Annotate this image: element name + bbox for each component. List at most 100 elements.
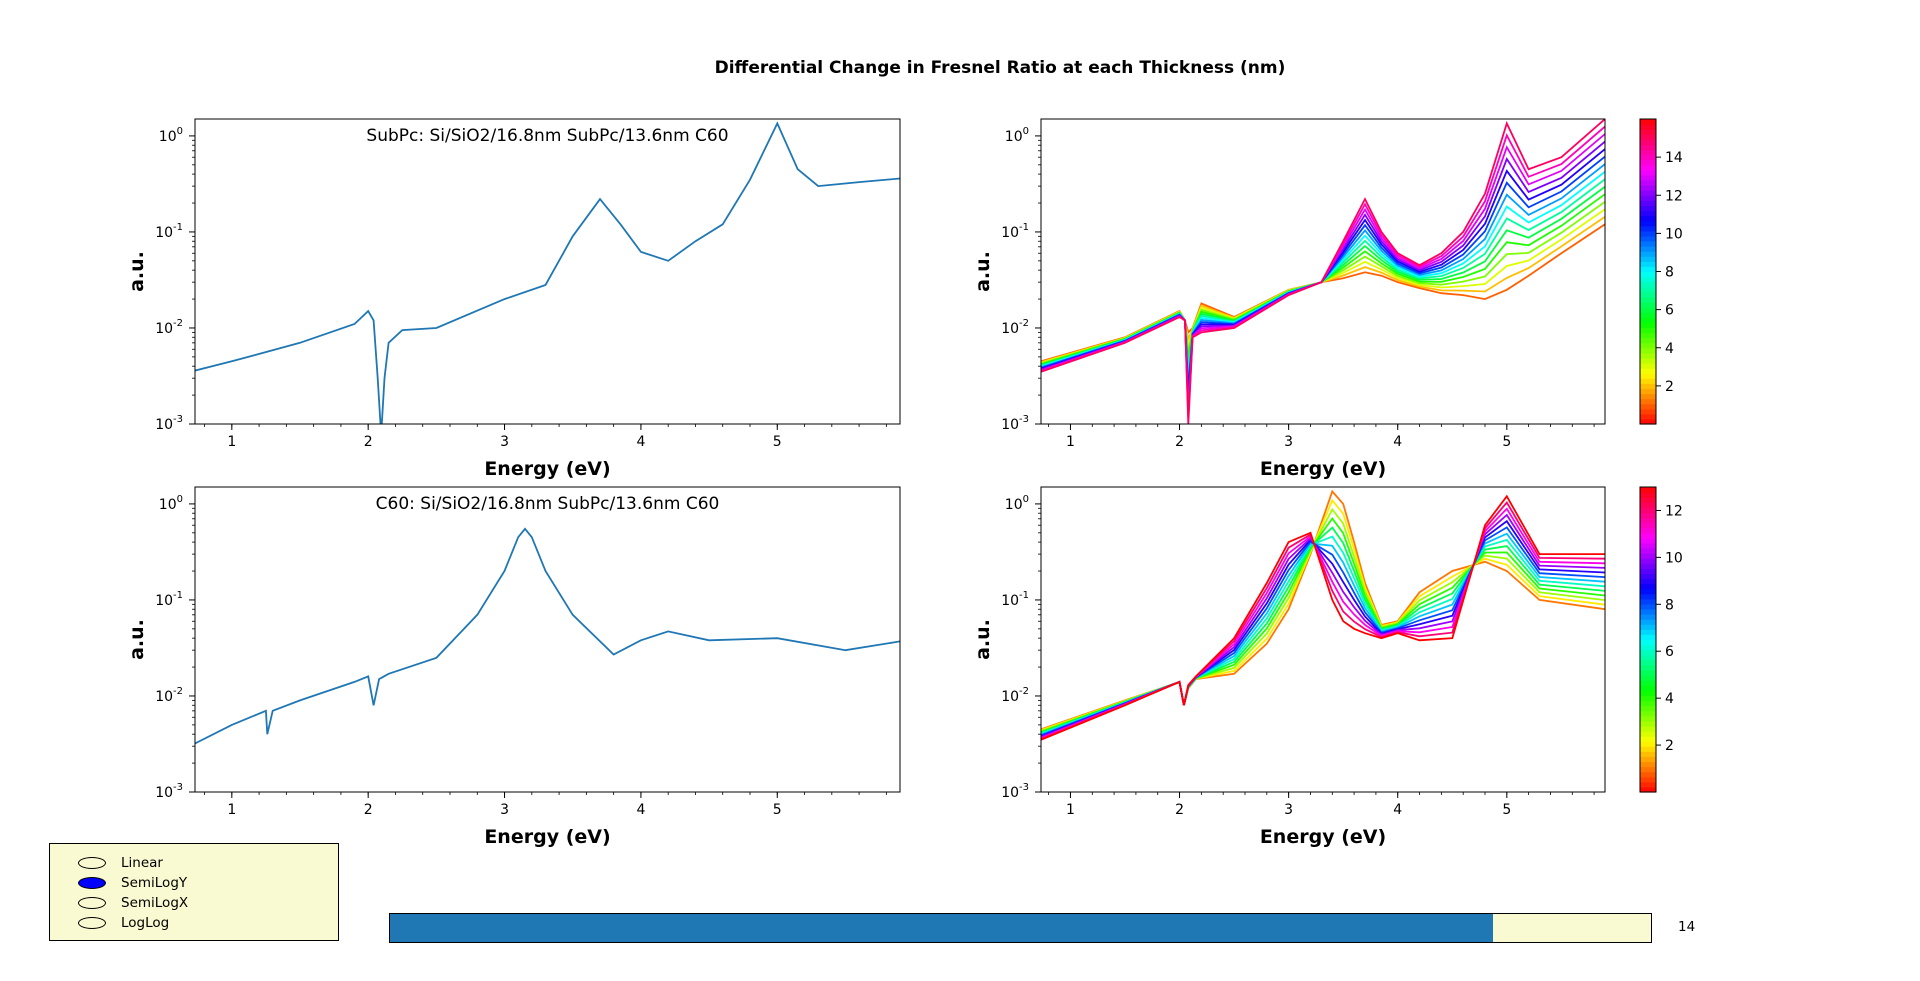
colorbar-segment	[1640, 332, 1656, 339]
colorbar-segment	[1640, 736, 1656, 742]
radio-semilogy[interactable]: SemiLogY	[78, 873, 187, 893]
y-axis-label: a.u.	[972, 251, 994, 292]
colorbar-segment	[1640, 378, 1656, 384]
colorbar-segment	[1640, 205, 1656, 212]
x-tick-label: 1	[227, 434, 236, 450]
colorbar-4: 2 4 6 8 10 12	[1639, 486, 1683, 793]
colorbar-segment	[1640, 403, 1656, 410]
colorbar-segment	[1640, 169, 1656, 176]
colorbar-segment	[1640, 761, 1656, 768]
radio-semilogy-indicator[interactable]	[78, 877, 106, 889]
colorbar-tick-label: 12	[1665, 503, 1683, 519]
scale-radio-group: Linear SemiLogY SemiLogX LogLog	[49, 843, 339, 941]
x-axis-label: Energy (eV)	[484, 458, 610, 480]
thickness-slider-fill[interactable]	[390, 914, 1494, 942]
colorbar-segment	[1640, 302, 1656, 308]
axes-title: SubPc: Si/SiO2/16.8nm SubPc/13.6nm C60	[366, 126, 728, 146]
radio-semilogx[interactable]: SemiLogX	[78, 893, 188, 913]
axes-frame	[1040, 118, 1606, 425]
colorbar-tick-label: 8	[1665, 265, 1674, 281]
colorbar-segment	[1640, 383, 1656, 390]
x-tick-label: 5	[1502, 802, 1511, 818]
y-tick-label: 100	[159, 494, 183, 513]
y-tick-label: 10-1	[1001, 222, 1029, 241]
colorbar-segment	[1640, 220, 1656, 227]
axes-2: 1 2 3 4 5 10-3 10-2 10-1 100 Energy (eV) a.u.	[972, 118, 1606, 480]
colorbar-segment	[1640, 609, 1656, 615]
colorbar-tick-label: 6	[1665, 303, 1674, 319]
series-line	[195, 121, 900, 424]
y-tick-label: 10-2	[155, 686, 183, 705]
radio-linear[interactable]: Linear	[78, 853, 163, 873]
colorbar-segment	[1640, 710, 1656, 717]
y-tick-label: 10-1	[1001, 590, 1029, 609]
y-tick-label: 10-2	[1001, 318, 1029, 337]
colorbar-segment	[1640, 347, 1656, 354]
colorbar-segment	[1640, 393, 1656, 400]
colorbar-segment	[1640, 296, 1656, 303]
x-axis-label: Energy (eV)	[1260, 826, 1386, 848]
x-tick-label: 2	[364, 434, 373, 450]
thickness-series-line	[1041, 119, 1605, 424]
axes-4: 1 2 3 4 5 10-3 10-2 10-1 100 Energy (eV) a.u.	[972, 486, 1606, 848]
y-axis-label: a.u.	[126, 619, 148, 660]
colorbar-tick-label: 10	[1665, 226, 1683, 242]
colorbar-segment	[1640, 715, 1656, 722]
x-tick-label: 3	[1284, 802, 1293, 818]
colorbar-segment	[1640, 766, 1656, 773]
colorbar-segment	[1640, 654, 1656, 661]
y-tick-label: 100	[1005, 126, 1029, 145]
colorbar-segment	[1640, 164, 1656, 171]
x-tick-label: 4	[636, 802, 645, 818]
colorbar-segment	[1640, 144, 1656, 151]
radio-loglog[interactable]: LogLog	[78, 913, 169, 933]
axes-3: 1 2 3 4 5 10-3 10-2 10-1 100 C60: Si/SiO2/16.8nm …	[126, 486, 901, 848]
colorbar-segment	[1640, 573, 1656, 580]
thickness-slider[interactable]	[389, 913, 1652, 943]
colorbar-tick-label: 12	[1665, 188, 1683, 204]
y-tick-label: 10-1	[155, 222, 183, 241]
colorbar-segment	[1640, 312, 1656, 318]
colorbar-segment	[1640, 363, 1656, 369]
plot-area	[195, 121, 900, 424]
radio-semilogx-label: SemiLogX	[121, 895, 189, 911]
x-tick-label: 4	[1393, 802, 1402, 818]
colorbar-segment	[1640, 241, 1656, 247]
colorbar-tick-label: 4	[1665, 691, 1674, 707]
plot-area	[1041, 489, 1605, 741]
radio-semilogy-label: SemiLogY	[121, 875, 188, 891]
x-tick-label: 5	[773, 434, 782, 450]
x-tick-label: 1	[1066, 802, 1075, 818]
colorbar-segment	[1640, 553, 1656, 559]
colorbar-segment	[1640, 408, 1656, 415]
radio-linear-indicator[interactable]	[78, 857, 106, 869]
colorbar-segment	[1640, 644, 1656, 651]
thickness-series-line	[1041, 148, 1605, 398]
radio-loglog-indicator[interactable]	[78, 917, 106, 929]
colorbar-tick-label: 6	[1665, 644, 1674, 660]
colorbar-segment	[1640, 180, 1656, 186]
colorbar-segment	[1640, 527, 1656, 534]
colorbar-segment	[1640, 781, 1656, 788]
colorbar-segment	[1640, 649, 1656, 656]
thickness-series-line	[1041, 140, 1605, 405]
colorbar-segment	[1640, 159, 1656, 166]
colorbar-segment	[1640, 149, 1656, 156]
colorbar-segment	[1640, 200, 1656, 207]
colorbar-segment	[1640, 276, 1656, 283]
y-tick-label: 10-1	[155, 590, 183, 609]
radio-semilogx-indicator[interactable]	[78, 897, 106, 909]
colorbar-segment	[1640, 695, 1656, 702]
colorbar-segment	[1640, 190, 1656, 196]
colorbar-segment	[1640, 771, 1656, 778]
colorbar-segment	[1640, 261, 1656, 268]
colorbar-segment	[1640, 119, 1656, 125]
colorbar-segment	[1640, 741, 1656, 747]
colorbar-segment	[1640, 497, 1656, 503]
colorbar-segment	[1640, 624, 1656, 630]
thickness-series-line	[1041, 494, 1605, 741]
colorbar-segment	[1640, 235, 1656, 242]
x-tick-label: 2	[1175, 802, 1184, 818]
colorbar-segment	[1640, 690, 1656, 697]
